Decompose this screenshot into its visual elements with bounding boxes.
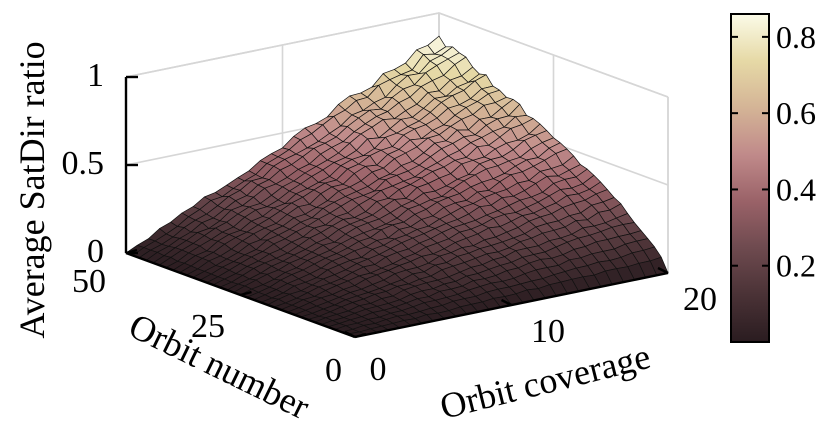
colorbar-tick-0-2: 0.2 [776,248,816,284]
y-tick-mark-1 [240,290,252,297]
colorbar-ticks [731,35,769,267]
colorbar-tick-0-8: 0.8 [776,19,816,55]
y-tick-mark-2 [125,248,138,255]
z-axis-label: Average SatDir ratio [12,41,52,338]
x-tick-mark-1 [500,298,513,307]
z-tick-1: 1 [87,57,104,94]
colorbar: 0.2 0.4 0.6 0.8 [730,13,816,343]
y-tick-0: 0 [325,352,342,389]
colorbar-tick-0-6: 0.6 [776,95,816,131]
z-tick-0-5: 0.5 [62,145,105,182]
z-tick-0: 0 [87,233,104,270]
axis-layer [124,75,669,339]
x-tick-0: 0 [370,351,387,388]
colorbar-gradient [730,13,770,343]
tick-layer: 0 0.5 1 50 25 0 0 10 20 [62,57,718,389]
x-tick-mark-0 [344,330,356,339]
x-tick-mark-2 [657,266,669,275]
x-tick-20: 20 [683,281,717,318]
x-tick-10: 10 [531,313,565,350]
surface-layer [125,35,669,338]
y-tick-50: 50 [72,263,106,300]
colorbar-tick-0-4: 0.4 [776,171,816,207]
y-tick-mark-0 [354,332,367,339]
y-tick-25: 25 [191,308,225,345]
